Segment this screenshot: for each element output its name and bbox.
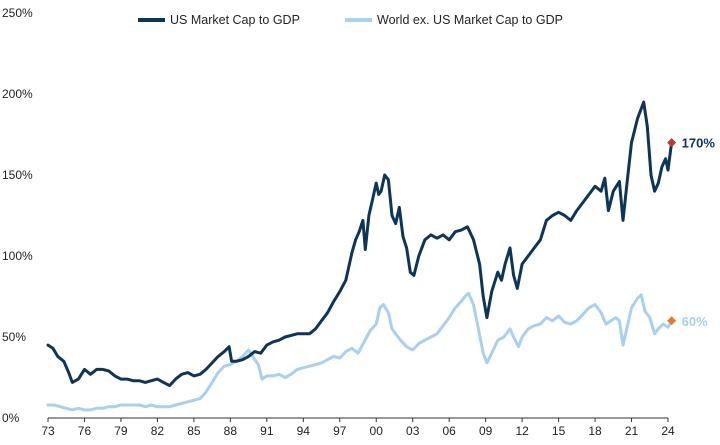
y-tick-label: 250%	[2, 6, 33, 20]
x-tick-label: 91	[260, 424, 274, 438]
series-line-us	[46, 100, 674, 388]
x-tick-label: 73	[41, 424, 55, 438]
x-tick-label: 82	[151, 424, 165, 438]
series-line-world-ex-us	[46, 291, 674, 412]
legend-label-world-ex-us: World ex. US Market Cap to GDP	[377, 13, 563, 27]
x-tick-label: 85	[187, 424, 201, 438]
y-tick-label: 50%	[2, 330, 26, 344]
y-tick-label: 100%	[2, 249, 33, 263]
y-tick-label: 150%	[2, 168, 33, 182]
x-tick-label: 00	[370, 424, 384, 438]
legend: US Market Cap to GDP World ex. US Market…	[138, 13, 563, 27]
x-tick-label: 97	[333, 424, 347, 438]
x-tick-label: 24	[661, 424, 675, 438]
x-tick-label: 09	[479, 424, 493, 438]
end-markers: 170% 60%	[667, 136, 715, 329]
x-tick-label: 03	[406, 424, 420, 438]
x-tick-label: 12	[515, 424, 529, 438]
x-tick-label: 21	[625, 424, 639, 438]
x-axis: 73 76 79 82 85 88 91 94 97 00 03 06 09 12 15 18 21 24	[41, 417, 675, 438]
x-tick-label: 79	[114, 424, 128, 438]
legend-entry-world-ex-us: World ex. US Market Cap to GDP	[345, 13, 563, 27]
y-tick-label: 0%	[2, 411, 20, 425]
end-label-us: 170%	[682, 136, 716, 151]
series-layer	[46, 100, 674, 412]
x-tick-label: 88	[224, 424, 238, 438]
end-marker-us	[667, 138, 677, 148]
legend-label-us: US Market Cap to GDP	[170, 13, 300, 27]
y-tick-label: 200%	[2, 87, 33, 101]
legend-entry-us: US Market Cap to GDP	[138, 13, 300, 27]
x-tick-label: 94	[297, 424, 311, 438]
y-axis: 0% 50% 100% 150% 200% 250%	[2, 6, 33, 425]
end-label-world-ex-us: 60%	[682, 314, 708, 329]
x-tick-label: 15	[552, 424, 566, 438]
x-tick-label: 06	[442, 424, 456, 438]
x-tick-label: 18	[588, 424, 602, 438]
end-marker-world-ex-us	[667, 316, 677, 326]
x-tick-label: 76	[78, 424, 92, 438]
